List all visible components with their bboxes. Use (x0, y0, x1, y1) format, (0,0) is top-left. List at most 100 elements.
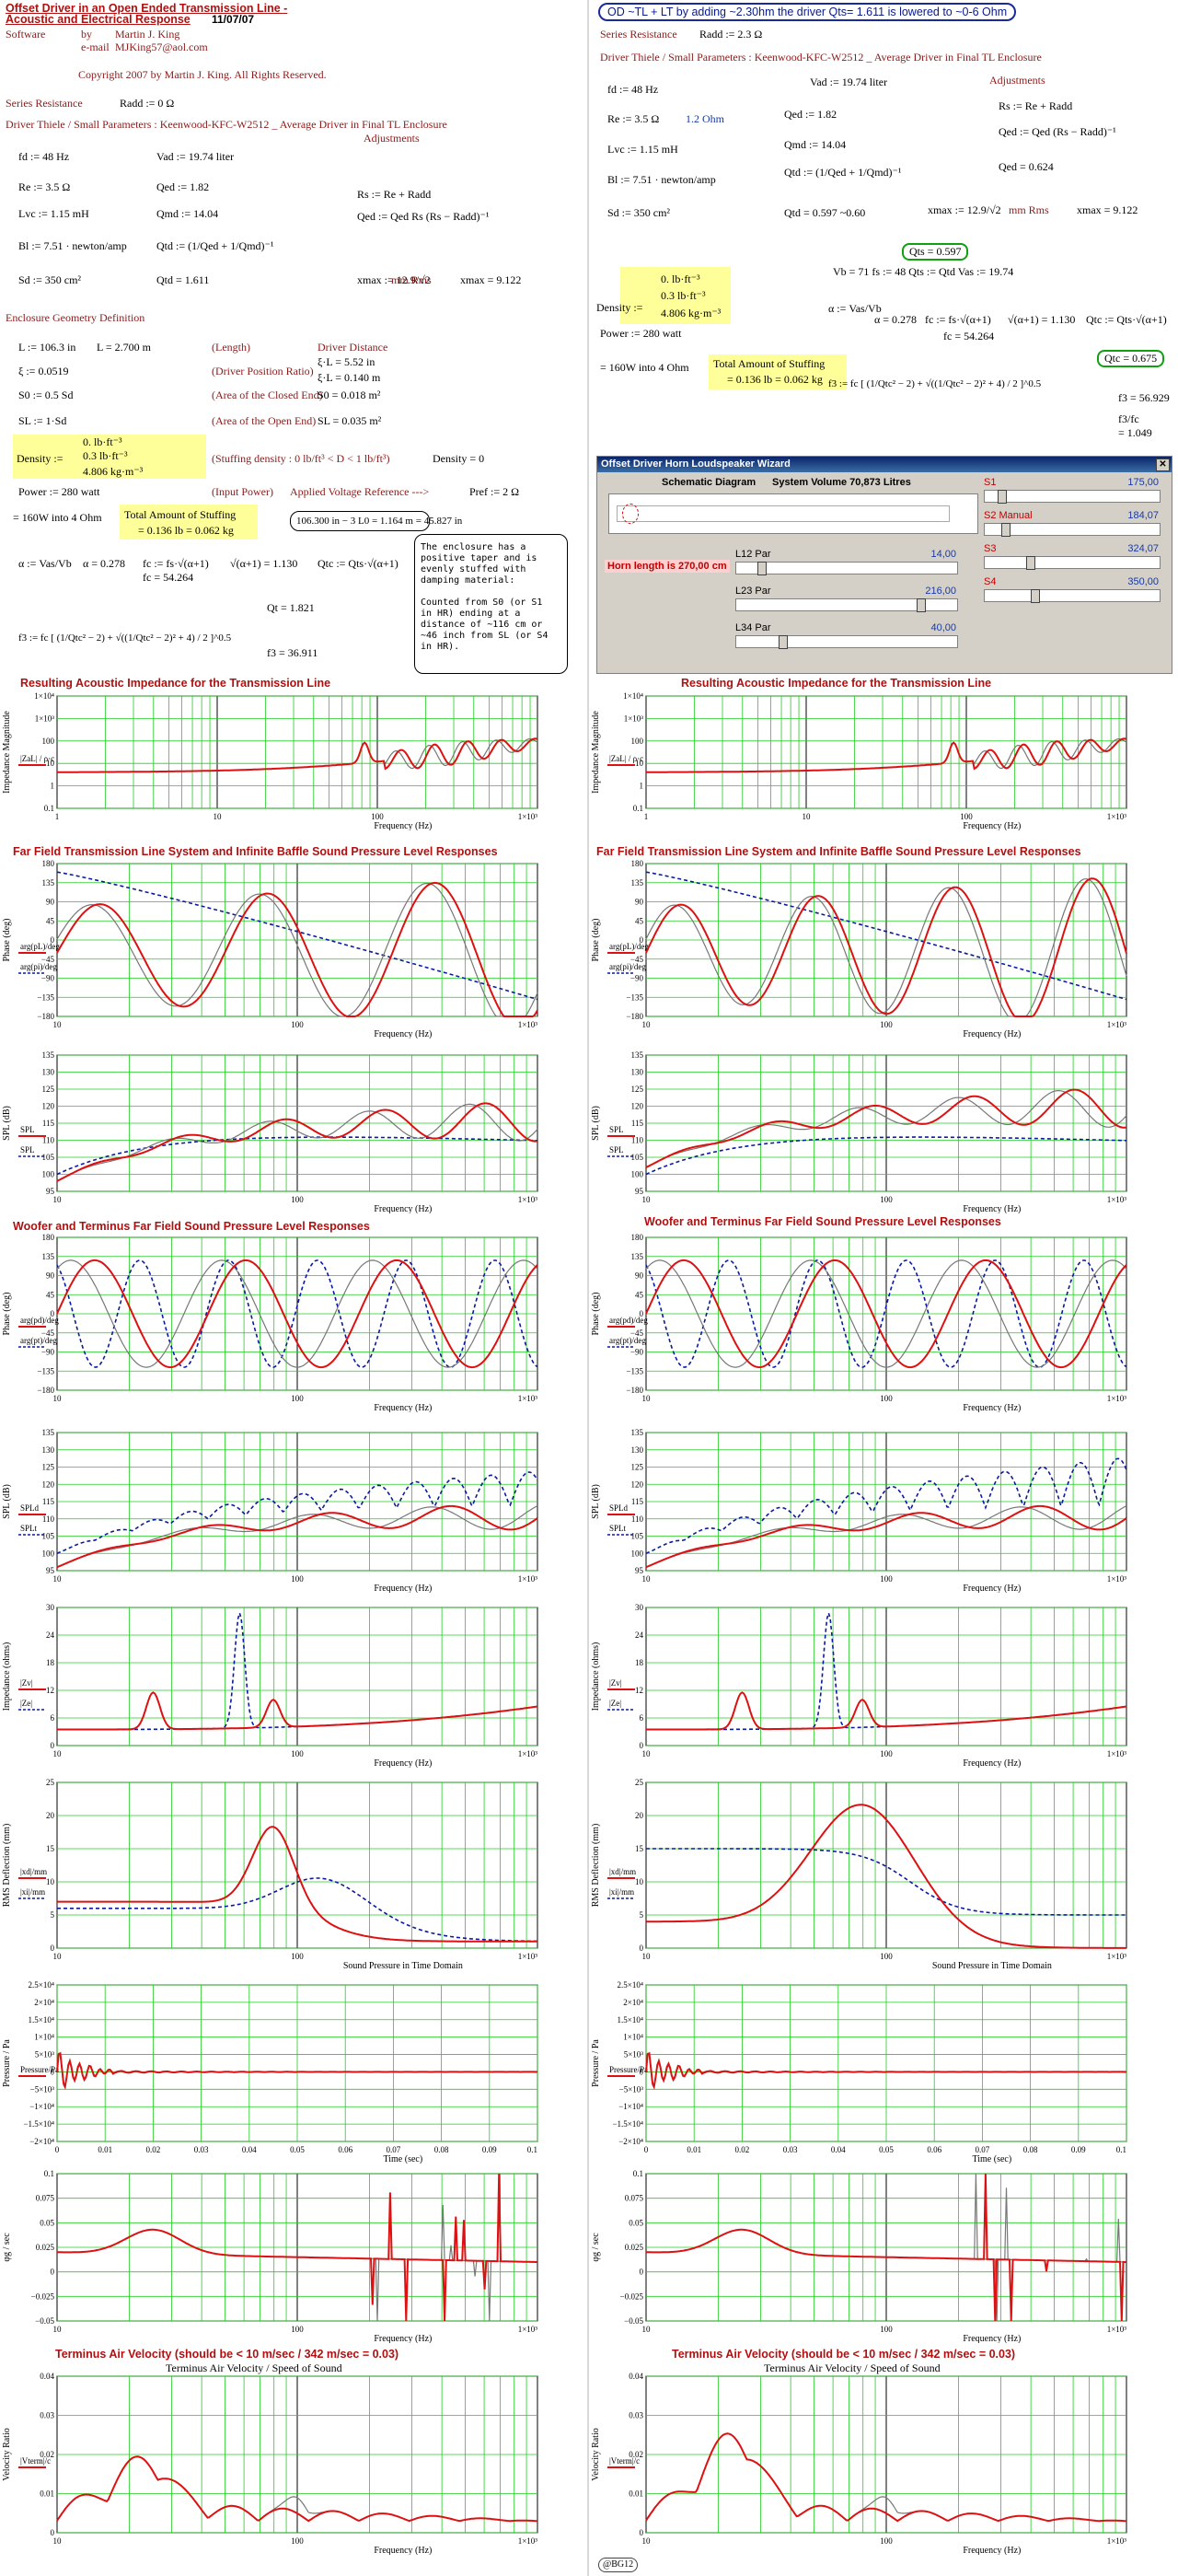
y-tick-label: 90 (635, 1271, 644, 1281)
y-tick-label: −1.5×10⁴ (23, 2119, 54, 2129)
y-axis-label: Pressure / Pa (2, 2039, 12, 2087)
wizard-close-button[interactable]: ✕ (1156, 458, 1170, 471)
slider-track[interactable] (735, 635, 958, 649)
rs-equation: Rs := Re + Radd (357, 188, 432, 201)
slider-thumb[interactable] (1031, 589, 1040, 603)
xmax-value: xmax = 9.122 (460, 273, 522, 286)
power-note-right: = 160W into 4 Ohm (600, 361, 689, 374)
series-line (645, 2051, 1127, 2090)
y-tick-label: 30 (46, 1603, 55, 1612)
length-calc: 106.300 in − 3 L0 = 1.164 m = 45.827 in (296, 516, 463, 527)
y-tick-label: −135 (626, 992, 643, 1002)
y-tick-label: 0 (640, 2528, 644, 2537)
slider-track[interactable] (984, 490, 1161, 504)
y-tick-label: −135 (626, 1366, 643, 1375)
email-address[interactable]: MJKing57@aol.com (115, 41, 208, 53)
worksheet-title-line1: Offset Driver in an Open Ended Transmiss… (6, 2, 288, 15)
slider-label: L23 Par (735, 586, 771, 597)
stuffing-note-box: The enclosure has a positive taper and i… (414, 534, 568, 674)
x-tick-label: 100 (291, 2325, 304, 2334)
velocity-subtitle-right: Terminus Air Velocity / Speed of Sound (764, 2361, 941, 2374)
email-label: e-mail (81, 41, 110, 53)
series-line (645, 1259, 1127, 1369)
y-tick-label: −90 (41, 974, 55, 983)
y-axis-label: SPL (dB) (2, 1106, 12, 1141)
series-line (56, 2455, 538, 2523)
density-label-right: Density := (596, 301, 643, 314)
y-axis-label: Phase (deg) (591, 919, 601, 962)
x-tick-label: 1×10³ (518, 1574, 538, 1584)
sqrt-value: √(α+1) = 1.130 (230, 557, 298, 570)
legend-entry: SPLd (609, 1503, 629, 1513)
chart-vel-L: 0.04 0.03 0.02 0.01 010 100 1×10³ Frequency (Hz… (2, 2372, 538, 2555)
slider-thumb[interactable] (1026, 556, 1035, 570)
wizard-titlebar[interactable]: Offset Driver Horn Loudspeaker Wizard ✕ (597, 457, 1172, 472)
y-axis-label: Velocity Ratio (591, 2428, 601, 2481)
section-terminus-velocity: Terminus Air Velocity (should be < 10 m/… (55, 2348, 399, 2361)
x-tick-label: 10 (53, 1574, 63, 1584)
y-tick-label: 18 (46, 1658, 55, 1667)
y-tick-label: 95 (46, 1566, 55, 1575)
x-tick-label: 10 (642, 1952, 652, 1961)
y-axis-label: Impedance Magnitude (591, 711, 601, 794)
density-option-b-right: 0.3 lb·ft⁻³ (661, 289, 706, 302)
slider-thumb[interactable] (1001, 523, 1011, 537)
density-option-b: 0.3 lb·ft⁻³ (83, 449, 128, 462)
series-line (56, 1136, 537, 1176)
slider-thumb[interactable] (757, 562, 767, 575)
sl-desc: (Area of the Open End) (212, 414, 317, 427)
x-tick-label: 1 (55, 812, 60, 821)
y-axis-label: Velocity Ratio (2, 2428, 12, 2481)
x-tick-label: 1×10³ (518, 1394, 538, 1403)
slider-track[interactable] (735, 562, 958, 575)
x-axis-label: Frequency (Hz) (963, 1204, 1021, 1213)
slider-track[interactable] (984, 523, 1161, 537)
density-option-a-right: 0. lb·ft⁻³ (661, 273, 700, 285)
horn-wizard-window[interactable]: Offset Driver Horn Loudspeaker Wizard ✕ … (596, 456, 1172, 674)
radd-equation-right: Radd := 2.3 Ω (699, 28, 763, 41)
sqrt-value-right: √(α+1) = 1.130 (1008, 313, 1076, 326)
slider-track[interactable] (984, 556, 1161, 570)
y-tick-label: 90 (635, 898, 644, 907)
x-tick-label: 100 (291, 1195, 304, 1204)
slider-track[interactable] (984, 589, 1161, 603)
y-tick-label: 0.01 (629, 2489, 643, 2499)
author-name: Martin J. King (115, 28, 180, 41)
stuffing-note-text: The enclosure has a positive taper and i… (421, 542, 549, 652)
y-tick-label: 5×10³ (35, 2050, 55, 2060)
slider-thumb[interactable] (998, 490, 1007, 504)
slider-track[interactable] (735, 598, 958, 612)
series-line (57, 1691, 538, 1731)
length-calc-box (290, 511, 430, 531)
y-tick-label: 90 (46, 898, 55, 907)
y-tick-label: 18 (635, 1658, 644, 1667)
series-line (646, 1804, 1126, 1949)
y-tick-label: 0.03 (40, 2411, 54, 2420)
x-tick-label: 10 (53, 1952, 63, 1961)
fc-value-right: fc = 54.264 (943, 330, 995, 342)
lvc-param-right: Lvc := 1.15 mH (607, 143, 678, 156)
x-axis-label: Frequency (Hz) (374, 1584, 432, 1593)
bl-param-right: Bl := 7.51 · newton/amp (607, 173, 716, 186)
x-axis-label: Frequency (Hz) (374, 2546, 432, 2555)
y-tick-label: 0.05 (629, 2218, 643, 2227)
y-tick-label: 130 (42, 1445, 55, 1455)
alpha-equation: α := Vas/Vb (18, 557, 72, 570)
x-tick-label: 0.03 (783, 2145, 798, 2154)
slider-thumb[interactable] (917, 598, 926, 612)
y-tick-label: 45 (635, 1290, 644, 1299)
y-axis-label: φg / sec (591, 2233, 601, 2262)
x-tick-label: 0.02 (146, 2145, 161, 2154)
x-tick-label: 10 (53, 1020, 63, 1029)
qtd-equation-right: Qtd := (1/Qed + 1/Qmd)⁻¹ (784, 166, 902, 179)
x-axis-label: Time (sec) (972, 2154, 1011, 2164)
slider-thumb[interactable] (779, 635, 788, 649)
y-tick-label: 0.01 (40, 2489, 54, 2499)
y-axis-label: Impedance (ohms) (591, 1642, 601, 1712)
stuffing-total-highlight (120, 505, 258, 540)
slider-label: S4 (984, 576, 997, 587)
